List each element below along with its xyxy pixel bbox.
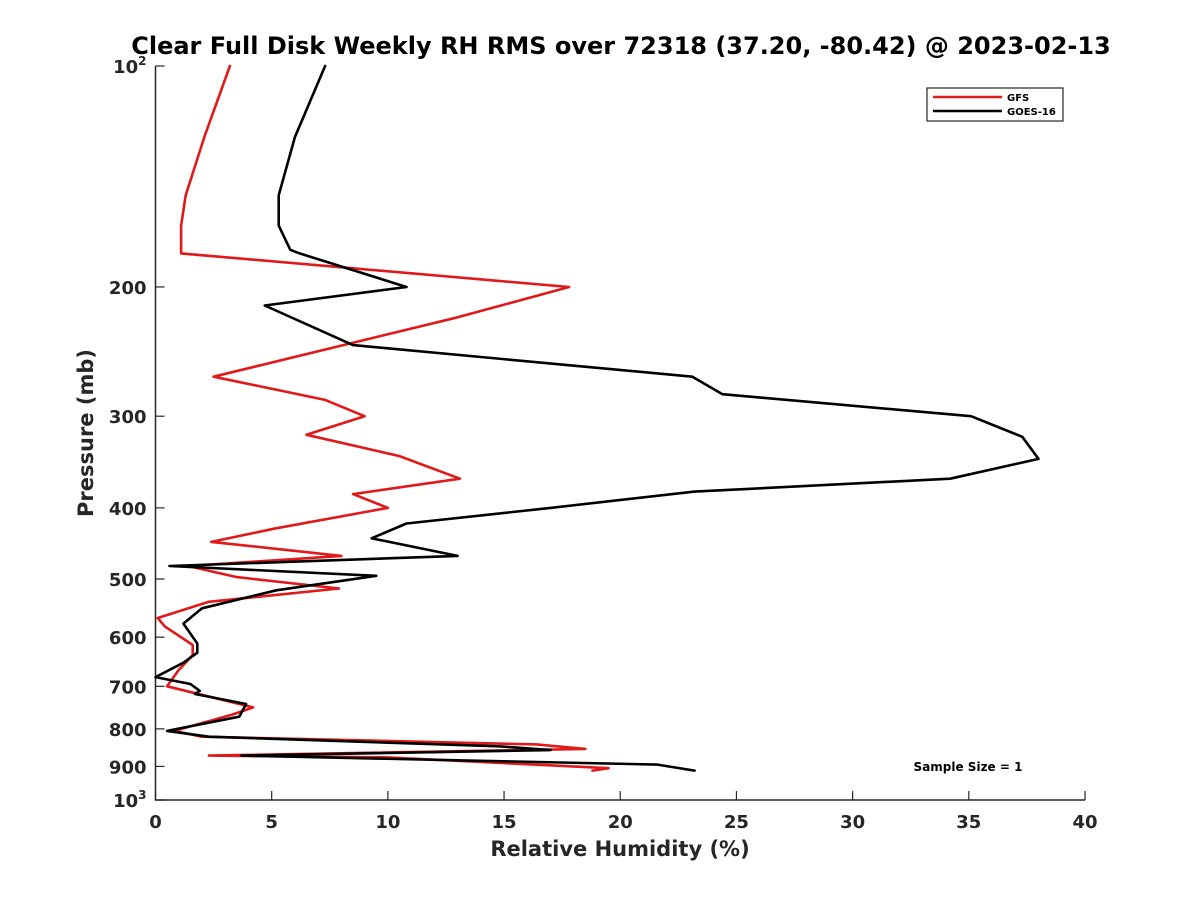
x-tick-label: 35 (956, 812, 981, 833)
x-tick-label: 5 (265, 812, 278, 833)
legend-label-goes16: GOES-16 (1007, 107, 1056, 118)
x-tick-label: 10 (375, 812, 400, 833)
legend-box (926, 87, 1064, 122)
x-tick-label: 15 (492, 812, 517, 833)
y-tick-label: 300 (109, 407, 147, 428)
y-tick-label: 800 (109, 720, 147, 741)
series-line-goes-16 (154, 64, 1040, 772)
sample-size-annotation: Sample Size = 1 (914, 760, 1023, 774)
chart-title: Clear Full Disk Weekly RH RMS over 72318… (131, 32, 1111, 60)
legend-label-gfs: GFS (1007, 93, 1029, 104)
x-tick-label: 30 (840, 812, 865, 833)
series-layer (154, 64, 1040, 772)
x-tick-label: 25 (724, 812, 749, 833)
x-tick-label: 40 (1072, 812, 1097, 833)
plot-area: 0 5 10 15 20 25 30 35 40 102 200 300 400 500 600 700 80… (109, 54, 1098, 833)
y-tick-label: 500 (109, 570, 147, 591)
y-tick-label: 102 (113, 54, 146, 78)
y-tick-label: 700 (109, 677, 147, 698)
y-axis-ticks: 102 200 300 400 500 600 700 800 900 103 (109, 54, 165, 812)
x-axis-ticks: 0 5 10 15 20 25 30 35 40 (149, 791, 1098, 833)
y-tick-label: 600 (109, 628, 147, 649)
legend: GFS GOES-16 (926, 87, 1064, 122)
y-tick-label: 900 (109, 757, 147, 778)
y-axis-label: Pressure (mb) (74, 349, 98, 517)
y-tick-label: 200 (109, 278, 147, 299)
x-tick-label: 0 (149, 812, 162, 833)
y-tick-label: 103 (113, 788, 146, 812)
x-tick-label: 20 (608, 812, 633, 833)
x-axis-label: Relative Humidity (%) (490, 837, 749, 861)
y-tick-label: 400 (109, 499, 147, 520)
